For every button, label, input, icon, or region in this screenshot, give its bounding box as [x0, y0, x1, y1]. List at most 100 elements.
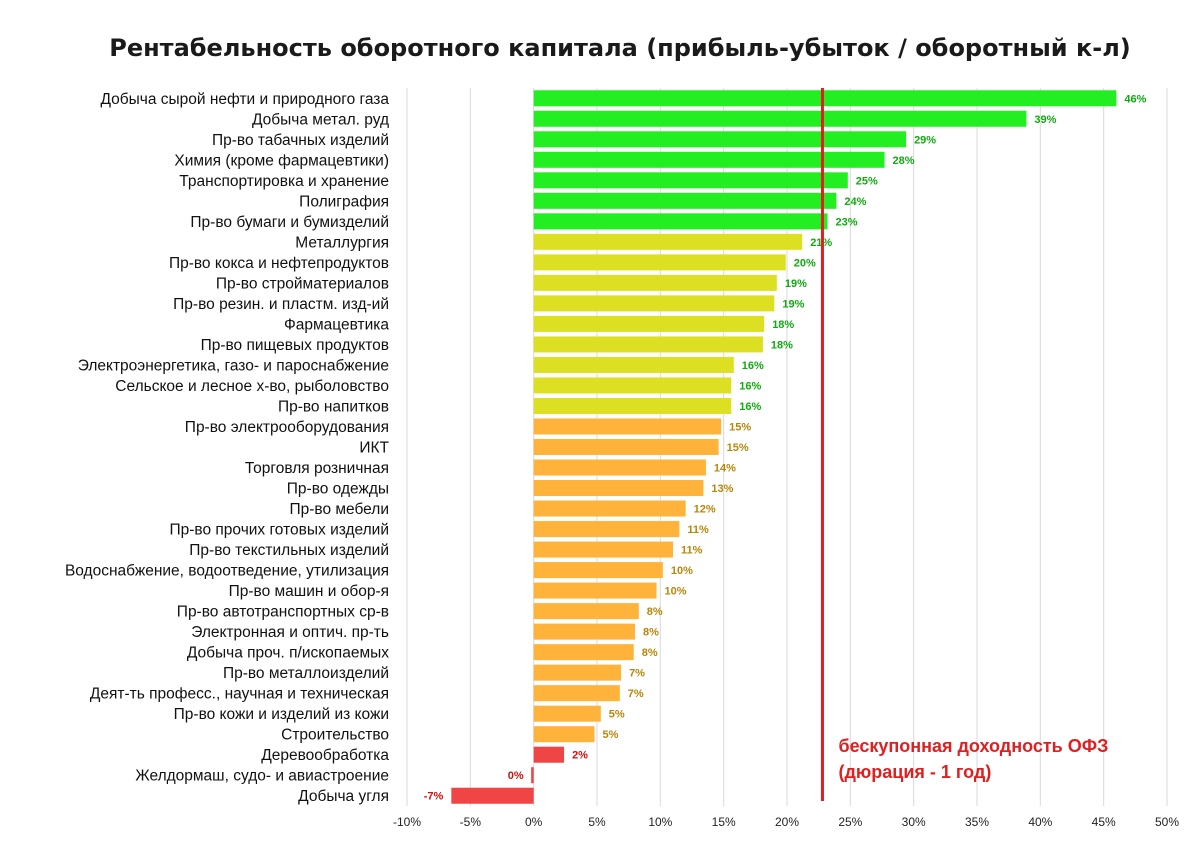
data-label: 28%	[893, 155, 915, 167]
bar	[533, 274, 777, 291]
data-label: 23%	[836, 216, 858, 228]
bar	[533, 110, 1027, 127]
bar	[533, 90, 1117, 107]
bar	[533, 623, 635, 640]
category-label: Полиграфия	[299, 193, 389, 210]
data-label: 5%	[609, 709, 625, 721]
x-tick-label: 0%	[525, 815, 543, 829]
bar	[533, 685, 620, 702]
reference-line-annotation: бескупонная доходность ОФЗ	[838, 736, 1108, 756]
category-label: Строительство	[281, 727, 389, 744]
bar	[533, 172, 848, 189]
category-label: ИКТ	[359, 440, 389, 457]
bar	[533, 746, 565, 763]
category-labels: Добыча сырой нефти и природного газа Добы…	[65, 91, 390, 805]
category-label: Желдормаш, судо- и авиастроение	[135, 768, 389, 785]
data-label: 18%	[771, 339, 793, 351]
category-label: Сельское и лесное х-во, рыболовство	[115, 378, 389, 395]
bar	[533, 521, 680, 538]
bar	[533, 336, 763, 353]
bar	[531, 767, 534, 784]
bar	[533, 213, 828, 230]
category-label: Пр-во прочих готовых изделий	[170, 522, 390, 539]
category-label: Добыча проч. п/ископаемых	[187, 645, 389, 662]
bar	[533, 131, 907, 148]
category-label: Пр-во кожи и изделий из кожи	[174, 706, 389, 723]
category-label: Пр-во автотранспортных ср-в	[177, 604, 389, 621]
bar	[533, 541, 673, 558]
reference-line-annotation: (дюрация - 1 год)	[838, 762, 991, 782]
category-label: Пр-во одежды	[287, 481, 389, 498]
bar	[533, 356, 734, 373]
bar	[451, 787, 534, 804]
data-label: 29%	[914, 134, 936, 146]
category-label: Деревообработка	[261, 747, 389, 764]
data-label: 15%	[727, 442, 749, 454]
bar	[533, 377, 732, 394]
bar	[533, 397, 732, 414]
category-label: Химия (кроме фармацевтики)	[174, 152, 389, 169]
data-label: 16%	[739, 401, 761, 413]
x-tick-label: 45%	[1092, 815, 1116, 829]
category-label: Транспортировка и хранение	[179, 173, 389, 190]
reference-line-group: бескупонная доходность ОФЗ (дюрация - 1 г…	[820, 88, 1108, 801]
data-label: 10%	[665, 586, 687, 598]
bar	[533, 480, 704, 497]
data-label: 14%	[714, 463, 736, 475]
bar	[533, 705, 601, 722]
data-label: 18%	[772, 319, 794, 331]
data-label: 8%	[647, 606, 663, 618]
x-tick-label: 5%	[588, 815, 606, 829]
data-label: 39%	[1034, 114, 1056, 126]
data-labels: 46%39%29%28%25%24%23%21%20%19%19%18%18%1…	[424, 93, 1147, 802]
data-label: 16%	[742, 360, 764, 372]
category-label: Пр-во кокса и нефтепродуктов	[169, 255, 389, 272]
chart-title: Рентабельность оборотного капитала (приб…	[109, 34, 1131, 62]
data-label: 11%	[681, 545, 703, 557]
data-label: 2%	[572, 750, 588, 762]
data-label: 0%	[508, 770, 524, 782]
category-label: Электронная и оптич. пр-ть	[191, 624, 389, 641]
category-label: Добыча метал. руд	[252, 111, 389, 128]
category-label: Пр-во резин. и пластм. изд-ий	[173, 296, 389, 313]
x-tick-label: 10%	[648, 815, 672, 829]
data-label: 46%	[1124, 93, 1146, 105]
category-label: Металлургия	[295, 234, 389, 251]
x-axis-ticks: -10% -5% 0% 5% 10% 15% 20% 25% 30% 35% 40% 45% 50%	[393, 815, 1179, 829]
category-label: Пр-во бумаги и бумизделий	[190, 214, 389, 231]
x-tick-label: -5%	[460, 815, 482, 829]
bar	[533, 295, 775, 312]
bar	[533, 562, 663, 579]
bars	[451, 90, 1117, 804]
data-label: 8%	[643, 627, 659, 639]
x-tick-label: 50%	[1155, 815, 1179, 829]
bar	[533, 459, 706, 476]
x-tick-label: 30%	[902, 815, 926, 829]
category-label: Пр-во мебели	[289, 501, 389, 518]
data-label: 7%	[629, 668, 645, 680]
category-label: Торговля розничная	[245, 460, 389, 477]
category-label: Деят-ть професс., научная и техническая	[90, 686, 389, 703]
category-label: Пр-во стройматериалов	[216, 275, 389, 292]
bar	[533, 500, 686, 517]
bar	[533, 664, 622, 681]
category-label: Пр-во пищевых продуктов	[201, 337, 389, 354]
data-label: 16%	[739, 380, 761, 392]
category-label: Фармацевтика	[284, 316, 389, 333]
data-label: 8%	[642, 647, 658, 659]
category-label: Пр-во напитков	[278, 398, 389, 415]
data-label: 13%	[711, 483, 733, 495]
x-tick-label: 15%	[712, 815, 736, 829]
category-label: Добыча сырой нефти и природного газа	[100, 91, 389, 108]
category-label: Пр-во машин и обор-я	[229, 583, 389, 600]
x-tick-label: 35%	[965, 815, 989, 829]
bar	[533, 726, 595, 743]
data-label: 7%	[628, 688, 644, 700]
bar	[533, 254, 786, 271]
bar	[533, 192, 837, 209]
bar	[533, 418, 722, 435]
x-tick-label: 20%	[775, 815, 799, 829]
bar	[533, 315, 765, 332]
